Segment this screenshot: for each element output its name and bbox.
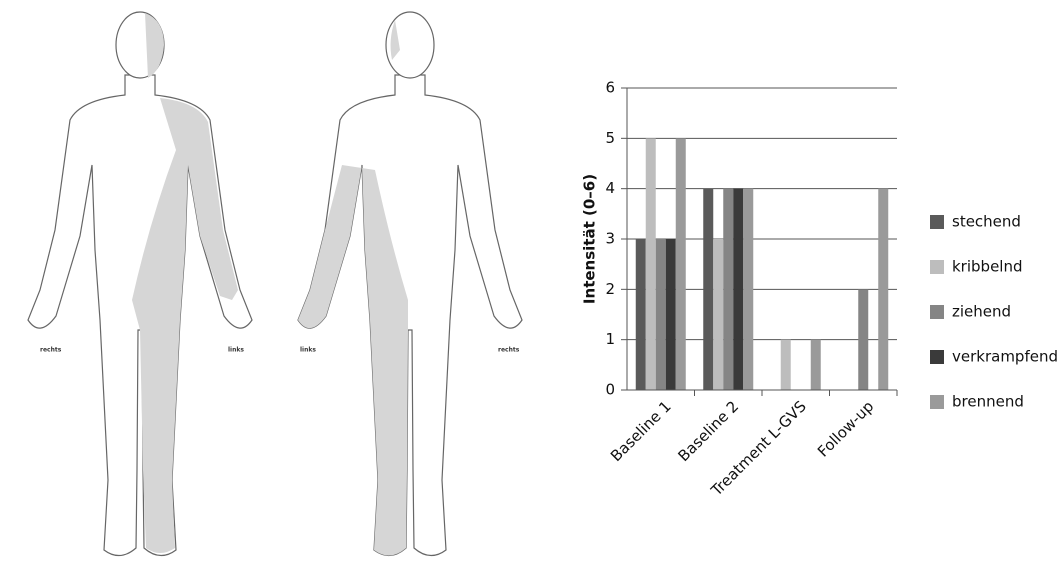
bar <box>743 188 754 390</box>
head <box>385 11 435 79</box>
bar <box>655 239 666 390</box>
bar <box>733 188 744 390</box>
legend-label: kribbelnd <box>952 258 1023 276</box>
y-tick-label: 6 <box>605 79 615 97</box>
y-tick-label: 2 <box>605 280 615 298</box>
side-label: rechts <box>498 347 520 354</box>
bar <box>665 239 676 390</box>
bar <box>703 188 714 390</box>
body-front: rechts links <box>27 11 253 557</box>
y-tick-label: 3 <box>605 230 615 248</box>
y-tick-label: 1 <box>605 330 615 348</box>
bar <box>723 188 734 390</box>
bar <box>780 339 791 390</box>
legend-swatch <box>930 395 944 409</box>
bar <box>810 339 821 390</box>
side-label: links <box>300 347 316 354</box>
side-label: links <box>228 347 244 354</box>
pain-area <box>145 13 164 78</box>
pain-area <box>132 98 238 553</box>
side-label: rechts <box>40 347 62 354</box>
legend-label: ziehend <box>952 303 1011 321</box>
body-outline <box>297 74 523 557</box>
y-tick-label: 4 <box>605 179 615 197</box>
x-tick-label: Baseline 1 <box>607 397 675 465</box>
pain-area <box>298 165 408 556</box>
legend-swatch <box>930 215 944 229</box>
bar <box>878 188 889 390</box>
y-tick-label: 5 <box>605 129 615 147</box>
x-tick-label: Follow-up <box>814 397 877 460</box>
legend-swatch <box>930 305 944 319</box>
legend-swatch <box>930 350 944 364</box>
legend-label: brennend <box>952 393 1024 411</box>
pain-area <box>390 20 400 60</box>
legend-swatch <box>930 260 944 274</box>
legend-label: verkrampfend <box>952 348 1057 366</box>
bar <box>645 138 656 390</box>
x-tick-label: Baseline 2 <box>674 397 742 465</box>
body-back: links rechts <box>297 11 523 557</box>
bar <box>713 239 724 390</box>
y-tick-label: 0 <box>605 381 615 399</box>
bar <box>675 138 686 390</box>
legend-label: stechend <box>952 213 1021 231</box>
bar <box>635 239 646 390</box>
bar <box>858 289 869 390</box>
y-axis-title: Intensität (0–6) <box>581 174 599 304</box>
